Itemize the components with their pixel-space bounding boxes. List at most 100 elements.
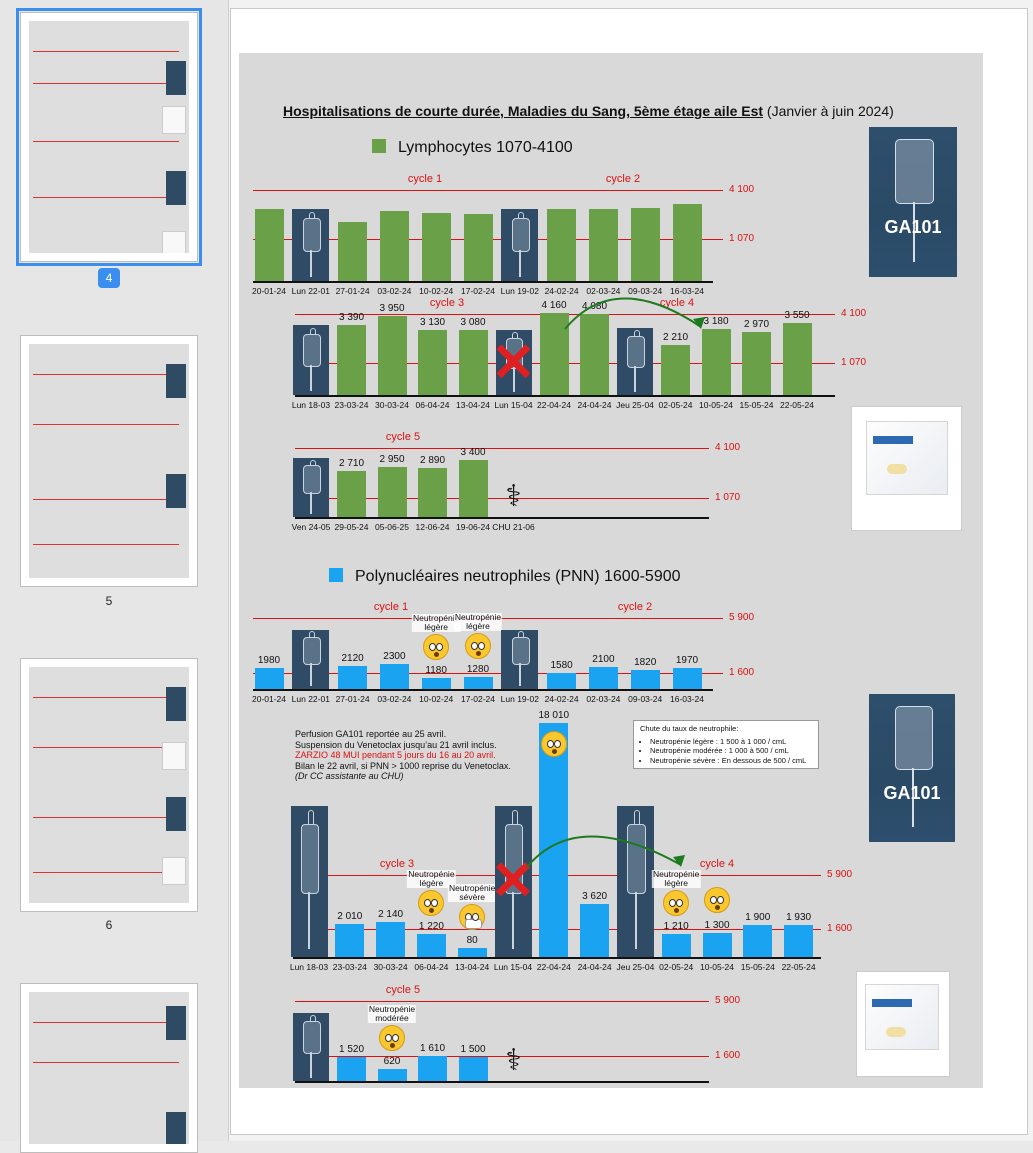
x-tick-label: 22-05-24: [779, 400, 815, 410]
worried-face-icon: [465, 633, 491, 660]
x-tick-label: 03-02-24: [377, 694, 412, 704]
x-tick-label: 16-03-24: [669, 694, 705, 704]
x-tick-label: 10-02-24: [419, 286, 454, 296]
lower-reference-label: 1 600: [715, 1050, 741, 1061]
page-thumbnail-sidebar: 4 5 6: [0, 0, 229, 1153]
x-tick-label: 15-05-24: [739, 400, 774, 410]
lympho-chart-cycle-5: 4 100 1 070 cycle 5 Ven 24-05 2 710 29-05-24 2…: [291, 431, 740, 539]
data-label: 80: [466, 935, 478, 947]
page-thumbnail-5[interactable]: [20, 335, 198, 587]
x-tick-label: Jeu 25-04: [616, 962, 655, 972]
data-bar: [458, 330, 488, 395]
lympho-chart-cycles-1-2: 4 100 1 070 cycle 1 cycle 2 20-01-24 Lun 22-0…: [251, 173, 754, 303]
data-label: 2 950: [379, 453, 405, 465]
x-tick-label: 20-01-24: [251, 286, 287, 296]
x-tick-label: Ven 24-05: [291, 522, 331, 532]
neutropenia-tag: Neutropénie sévère: [448, 883, 497, 903]
iv-bag-icon: [303, 464, 321, 494]
data-bar: [672, 203, 702, 281]
data-bar: [421, 678, 451, 689]
thumbnail-preview: [29, 344, 189, 578]
iv-bag-icon: [303, 1020, 321, 1054]
emoji-mouth: [434, 652, 440, 658]
data-label: 3 130: [419, 316, 446, 328]
iv-bag-icon: [302, 217, 321, 253]
x-tick-label: 24-04-24: [577, 962, 612, 972]
iv-hook-icon: [309, 459, 316, 466]
x-tick-label: 23-03-24: [332, 962, 367, 972]
worried-face-icon: [704, 887, 730, 913]
iv-hook-icon: [518, 631, 525, 638]
cycle-label: cycle 5: [385, 984, 421, 996]
x-tick-label: 16-03-24: [669, 286, 705, 296]
worried-face-icon: [423, 634, 450, 661]
infusion-bar: [292, 209, 330, 281]
cycle-label: cycle 3: [429, 297, 465, 309]
x-tick-label: 05-06-25: [374, 522, 410, 532]
data-bar: [458, 459, 488, 517]
venetoclax-box-image: [856, 971, 950, 1077]
page-thumbnail-7[interactable]: [20, 983, 198, 1153]
data-bar: [458, 1057, 488, 1081]
data-label: 1580: [550, 660, 573, 672]
data-bar: [377, 466, 407, 517]
data-label: 1 300: [704, 919, 730, 931]
x-tick-label: 02-05-24: [658, 400, 693, 410]
page-thumbnail-4[interactable]: [16, 8, 202, 266]
iv-tube-icon: [519, 663, 522, 686]
x-axis-line: [253, 281, 713, 283]
data-label: 18 010: [538, 709, 570, 721]
lower-reference-label: 1 600: [827, 923, 853, 934]
data-label: 2120: [341, 653, 364, 665]
stethoscope-icon: ⚕: [505, 480, 522, 513]
arrow-head: [673, 855, 685, 867]
x-tick-label: CHU 21-06: [492, 522, 535, 532]
venetoclax-box-image: [851, 406, 962, 531]
data-bar: [580, 903, 610, 957]
data-label: 2 890: [419, 454, 446, 466]
pnn-section-title: Polynucléaires neutrophiles (PNN) 1600-5…: [329, 568, 681, 586]
x-tick-label: 24-04-24: [577, 400, 612, 410]
arrow-head: [693, 317, 705, 329]
x-tick-label: 10-02-24: [419, 694, 454, 704]
cycle-label: cycle 4: [659, 297, 695, 309]
iv-tube-icon: [310, 365, 313, 392]
upper-reference-label: 5 900: [729, 612, 755, 623]
worried-face-icon: [540, 730, 567, 757]
iv-hook-icon: [307, 810, 314, 825]
upper-reference-label: 5 900: [827, 869, 853, 880]
worried-face-icon: [379, 1024, 405, 1051]
data-label: 3 080: [460, 317, 486, 329]
neutropenia-tag: Neutropénie légère: [652, 868, 701, 888]
data-bar: [463, 677, 493, 689]
data-label: 2100: [592, 653, 615, 665]
data-bar: [337, 470, 366, 517]
infusion-bar: [617, 327, 653, 395]
x-tick-label: 22-05-24: [781, 962, 816, 972]
iv-hook-icon: [518, 211, 525, 219]
iv-bag-icon: [627, 335, 645, 369]
infusion-bar: [292, 629, 330, 689]
lower-reference-line: [253, 673, 723, 674]
data-bar: [547, 673, 577, 689]
cycle-label: cycle 4: [699, 858, 735, 870]
x-tick-label: 27-01-24: [335, 694, 370, 704]
cycle-label: cycle 3: [379, 858, 415, 870]
lower-reference-label: 1 070: [715, 492, 741, 503]
data-label: 2300: [383, 651, 406, 663]
iv-tube-icon: [310, 663, 313, 686]
x-tick-label: 19-06-24: [455, 522, 491, 532]
emoji-mouth: [390, 1042, 395, 1048]
data-label: 2 210: [662, 331, 689, 343]
emoji-mouth: [429, 907, 435, 913]
note-line-highlight: ZARZIO 48 MUI pendant 5 jours du 16 au 2…: [295, 750, 496, 760]
iv-bag-icon: [511, 636, 530, 666]
x-tick-label: 09-03-24: [628, 694, 663, 704]
data-bar: [661, 933, 691, 957]
cycle-delay-arrow: [564, 297, 705, 330]
page-thumbnail-6[interactable]: [20, 658, 198, 912]
ga101-logo: GA101: [869, 127, 957, 277]
iv-bag-icon: [303, 333, 321, 368]
data-label: 620: [383, 1055, 401, 1067]
data-label: 1 500: [460, 1044, 486, 1056]
